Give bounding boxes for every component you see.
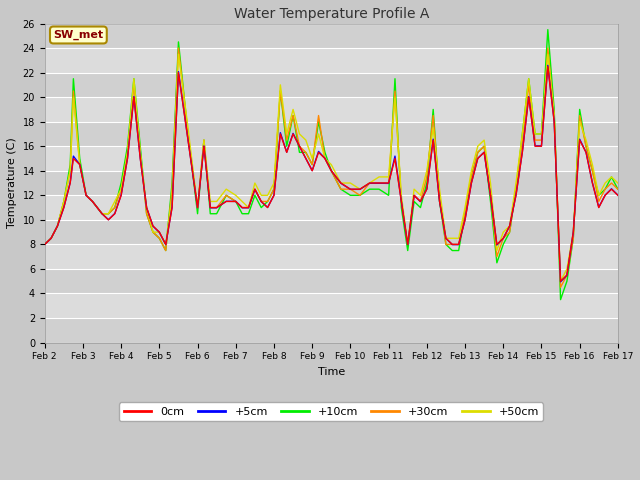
Bar bbox=[45, 293, 618, 318]
Bar bbox=[45, 48, 618, 72]
Bar bbox=[45, 220, 618, 244]
Bar bbox=[45, 97, 618, 121]
Bar bbox=[45, 318, 618, 343]
Text: SW_met: SW_met bbox=[53, 30, 104, 40]
Bar bbox=[45, 269, 618, 293]
Y-axis label: Temperature (C): Temperature (C) bbox=[7, 138, 17, 228]
Bar bbox=[45, 146, 618, 171]
Bar bbox=[45, 195, 618, 220]
Bar bbox=[45, 121, 618, 146]
Bar bbox=[45, 244, 618, 269]
Bar bbox=[45, 24, 618, 48]
Title: Water Temperature Profile A: Water Temperature Profile A bbox=[234, 7, 429, 21]
Bar bbox=[45, 72, 618, 97]
Bar bbox=[45, 171, 618, 195]
Legend: 0cm, +5cm, +10cm, +30cm, +50cm: 0cm, +5cm, +10cm, +30cm, +50cm bbox=[119, 402, 543, 421]
X-axis label: Time: Time bbox=[317, 367, 345, 377]
